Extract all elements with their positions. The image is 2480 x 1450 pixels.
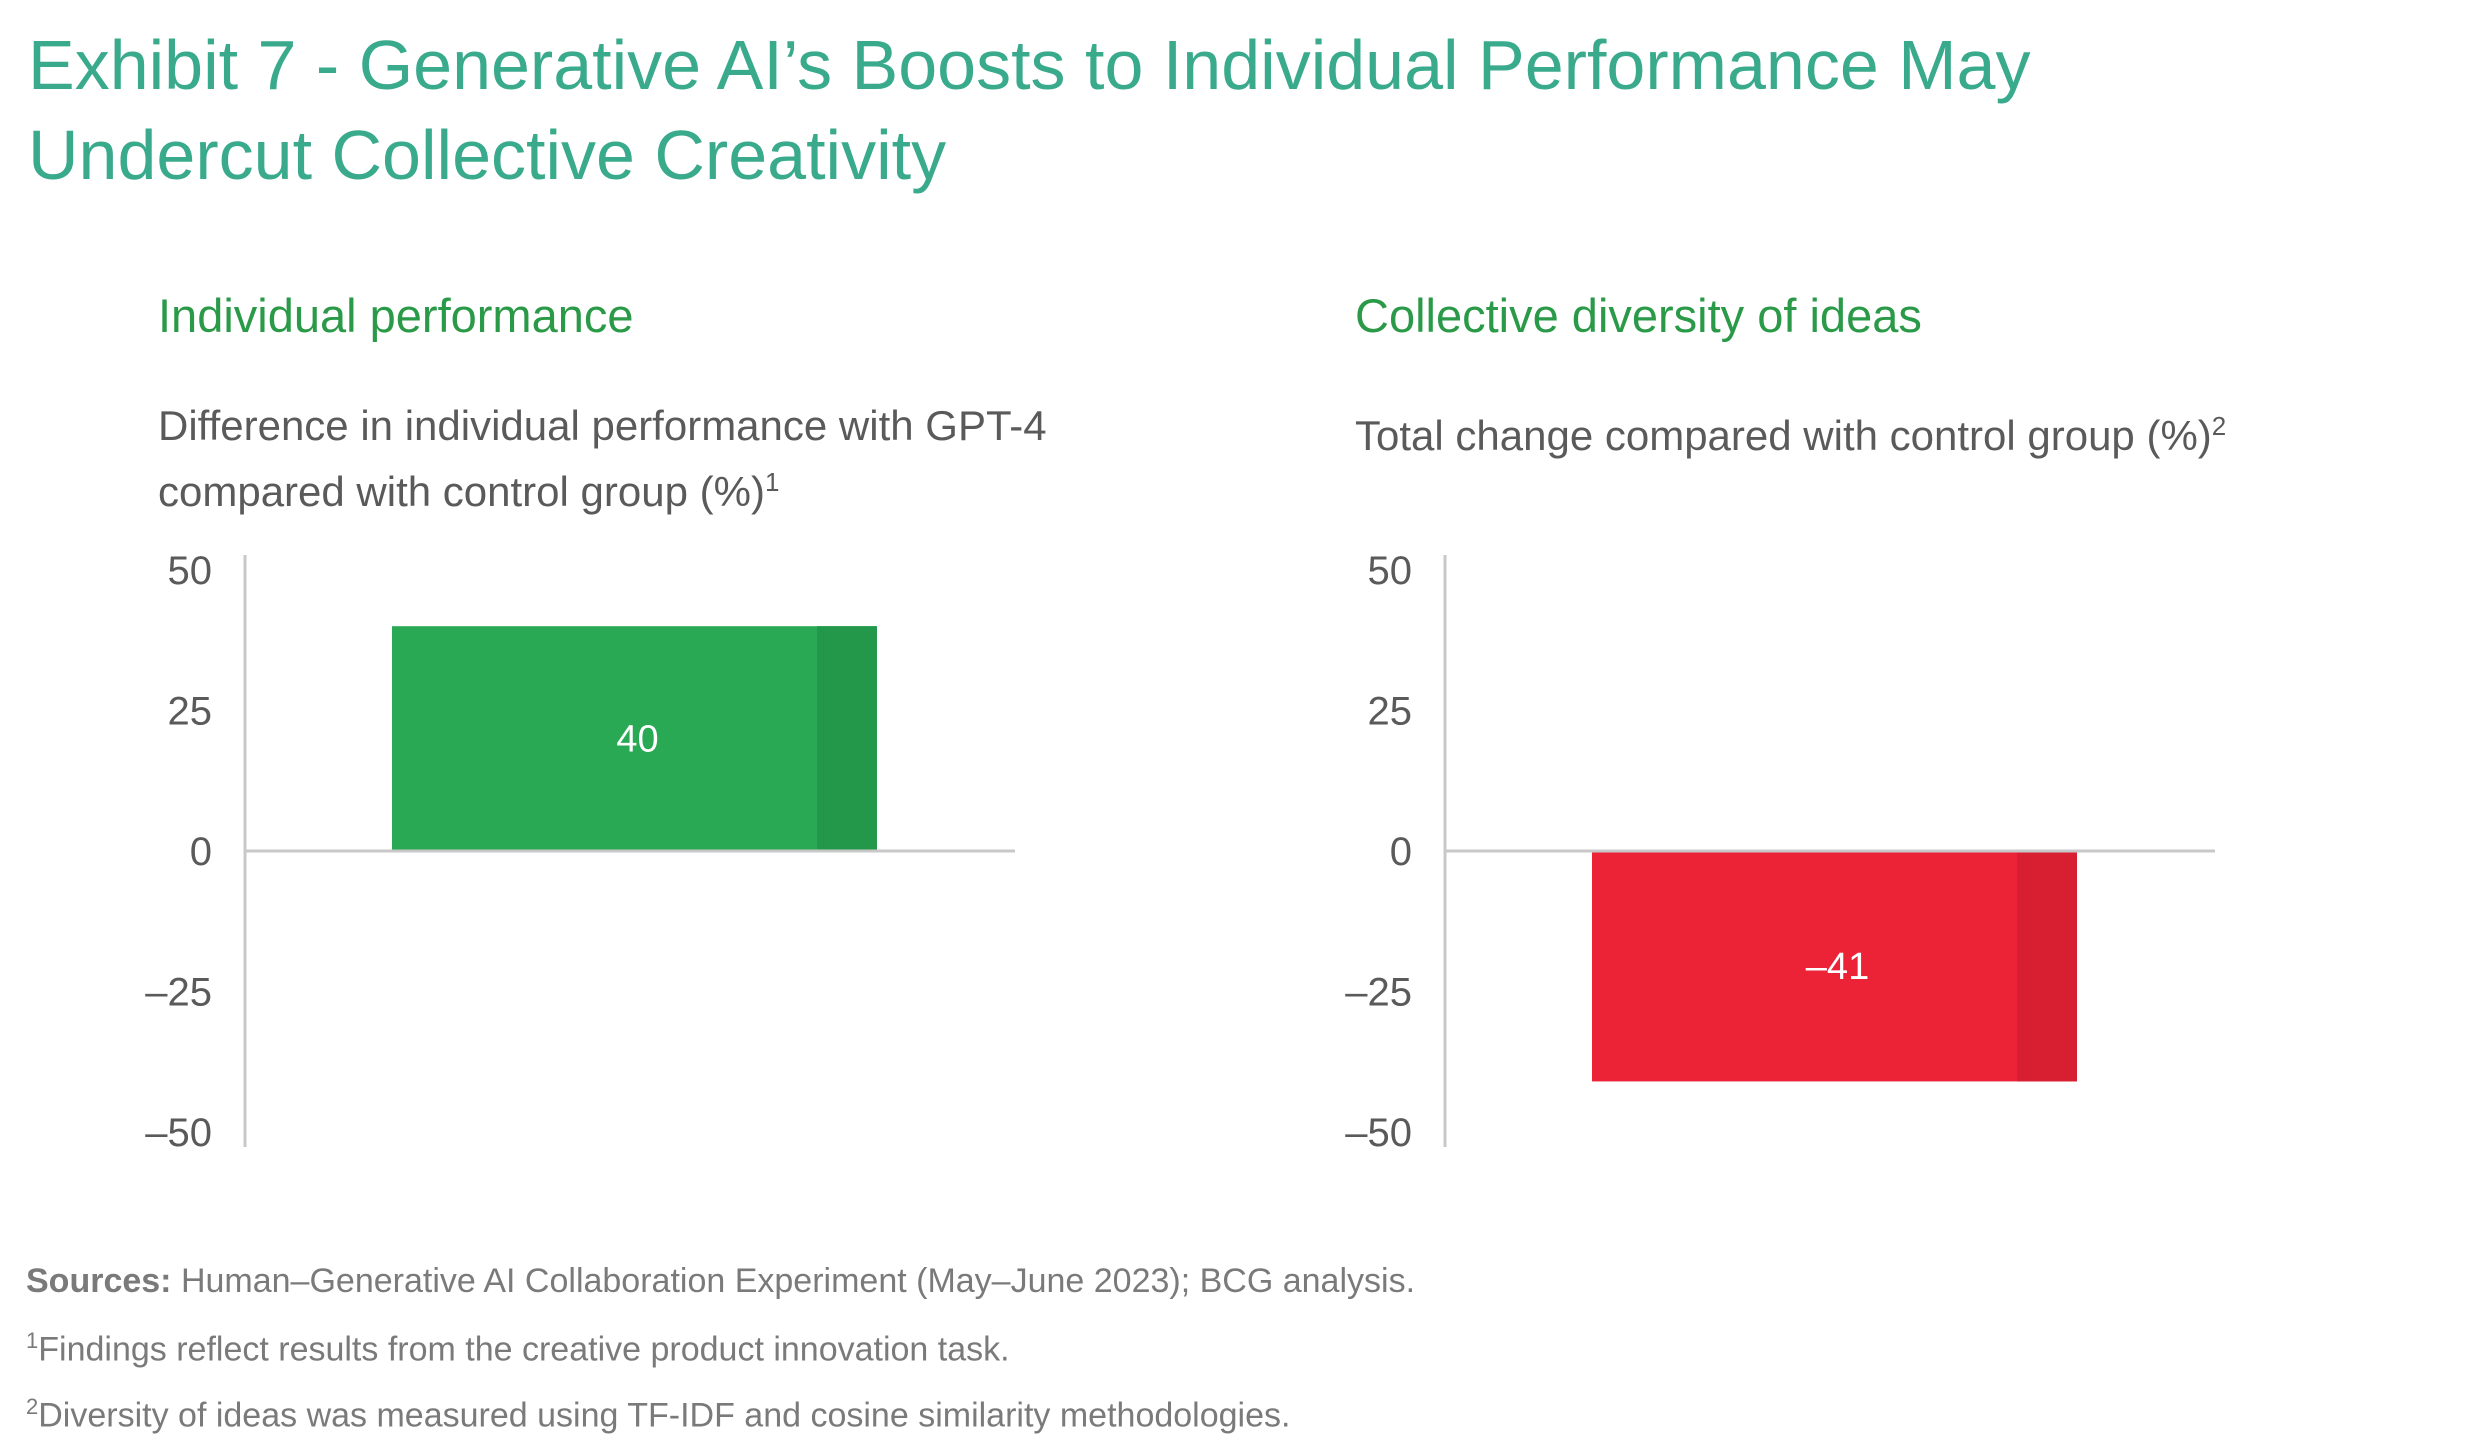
y-tick-label: 50	[168, 549, 213, 593]
sources-line: Sources: Human–Generative AI Collaborati…	[26, 1262, 1415, 1301]
footnote-mark: 1	[764, 467, 780, 497]
y-tick-label: 0	[1390, 830, 1412, 874]
exhibit-title: Exhibit 7 - Generative AI’s Boosts to In…	[28, 26, 2031, 194]
y-tick-label: –50	[1345, 1111, 1412, 1155]
panel-title-collective: Collective diversity of ideas	[1355, 289, 1922, 342]
y-tick-label: –50	[145, 1111, 212, 1155]
bar	[1592, 851, 2077, 1082]
panel-subtitle-individual: Difference in individual performance wit…	[158, 398, 1198, 520]
subtitle-text: Difference in individual performance wit…	[158, 402, 1047, 515]
y-tick-label: –25	[145, 971, 212, 1015]
y-tick-label: –25	[1345, 971, 1412, 1015]
chart-collective-diversity: 50 25 0 –25 –50 –41	[1345, 549, 2215, 1155]
footnote-mark: 2	[2211, 411, 2227, 441]
chart-individual-performance: 50 25 0 –25 –50 40	[145, 549, 1015, 1155]
bar-value-label: –41	[1806, 946, 1869, 988]
y-tick-label: 25	[1368, 690, 1413, 734]
bar-shade	[817, 626, 877, 851]
footnote-1-mark: 1	[26, 1328, 39, 1353]
sources-text: Human–Generative AI Collaboration Experi…	[180, 1262, 1416, 1300]
footnote-2-mark: 2	[26, 1394, 39, 1419]
footnote-2: 2Diversity of ideas was measured using T…	[26, 1394, 1290, 1435]
sources-label: Sources:	[26, 1262, 172, 1300]
y-tick-label: 50	[1368, 549, 1413, 593]
footnote-1-text: Findings reflect results from the creati…	[38, 1330, 1010, 1369]
panel-title-individual: Individual performance	[158, 289, 634, 342]
bar-value-label: 40	[616, 719, 658, 761]
bar-shade	[2017, 851, 2077, 1082]
y-tick-label: 0	[190, 830, 212, 874]
subtitle-text: Total change compared with control group…	[1355, 412, 2212, 459]
bar	[392, 626, 877, 851]
panel-subtitle-collective: Total change compared with control group…	[1355, 398, 2455, 464]
footnote-1: 1Findings reflect results from the creat…	[26, 1328, 1010, 1369]
y-tick-label: 25	[168, 690, 213, 734]
footnote-2-text: Diversity of ideas was measured using TF…	[38, 1396, 1291, 1435]
